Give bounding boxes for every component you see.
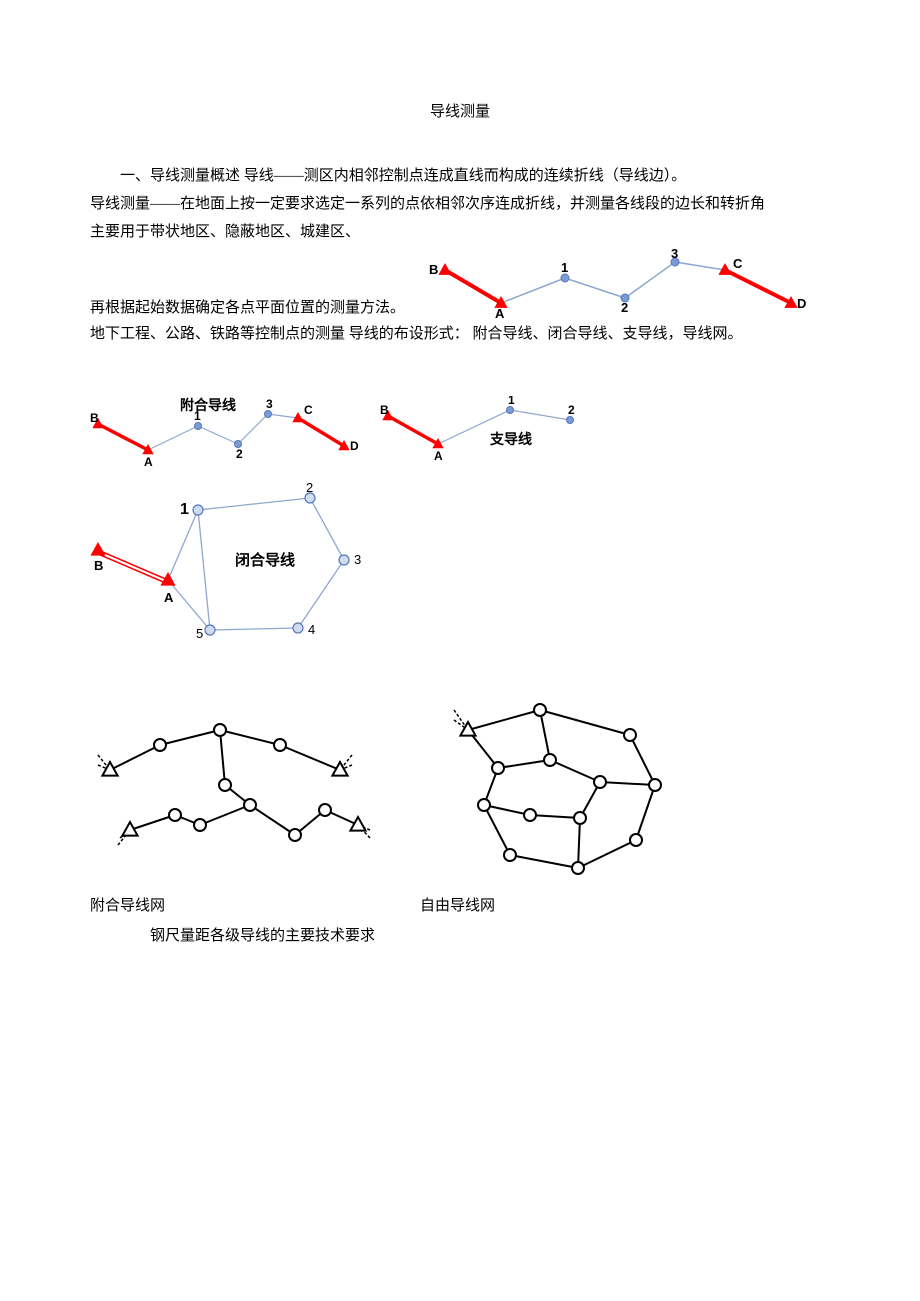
svg-text:3: 3: [266, 397, 273, 411]
diagram-1-container: B A 1 2 3 C D: [415, 248, 815, 320]
diagram-1: B A 1 2 3 C D: [415, 248, 815, 320]
svg-text:A: A: [495, 306, 505, 320]
svg-text:B: B: [90, 411, 99, 425]
diagram-2-row: BA123CD附合导线BA12支导线: [90, 396, 650, 476]
svg-text:C: C: [733, 256, 743, 271]
svg-text:C: C: [304, 403, 313, 417]
svg-text:B: B: [94, 558, 103, 573]
svg-text:3: 3: [354, 552, 361, 567]
diagram-5-free-net: [450, 690, 680, 890]
svg-text:支导线: 支导线: [489, 431, 532, 447]
svg-text:5: 5: [196, 626, 203, 641]
diagram-4-attached-net: [90, 690, 390, 870]
paragraph-5: 地下工程、公路、铁路等控制点的测量 导线的布设形式： 附合导线、闭合导线、支导线…: [90, 322, 830, 346]
svg-text:4: 4: [308, 622, 315, 637]
svg-text:D: D: [797, 296, 806, 311]
paragraph-4: 再根据起始数据确定各点平面位置的测量方法。: [90, 296, 405, 320]
caption-row: 附合导线网 自由导线网: [90, 894, 830, 918]
svg-text:附合导线: 附合导线: [180, 397, 236, 413]
svg-text:1: 1: [180, 501, 189, 518]
svg-text:1: 1: [561, 260, 568, 275]
inline-row: 再根据起始数据确定各点平面位置的测量方法。 B A 1 2 3 C D: [90, 248, 830, 320]
paragraph-3: 主要用于带状地区、隐蔽地区、城建区、: [90, 220, 830, 244]
svg-text:1: 1: [508, 396, 515, 407]
paragraph-1: 一、导线测量概述 导线——测区内相邻控制点连成直线而构成的连续折线（导线边）。: [90, 164, 830, 188]
svg-text:A: A: [164, 590, 174, 605]
diagram-3-closed: A B 1 2 3 4 5 闭合导线: [90, 480, 390, 660]
document-title: 导线测量: [90, 100, 830, 124]
svg-text:A: A: [434, 449, 443, 463]
middle-diagrams: B A 1 2 3 C D 附合导线 B A 1 2 支导线 A B 1 2 3 4 5 闭合导线: [90, 396, 830, 660]
svg-text:A: A: [144, 455, 153, 469]
svg-text:2: 2: [568, 403, 575, 417]
svg-text:B: B: [429, 262, 438, 277]
svg-text:闭合导线: 闭合导线: [235, 551, 295, 569]
paragraph-2: 导线测量——在地面上按一定要求选定一系列的点依相邻次序连成折线，并测量各线段的边…: [90, 192, 830, 216]
svg-text:2: 2: [621, 300, 628, 315]
svg-text:2: 2: [236, 447, 243, 461]
svg-text:3: 3: [671, 248, 678, 261]
caption-right: 自由导线网: [420, 894, 495, 918]
bottom-diagrams: [90, 690, 830, 890]
caption-left: 附合导线网: [90, 894, 420, 918]
svg-text:2: 2: [306, 480, 313, 495]
svg-text:D: D: [350, 439, 359, 453]
tech-note: 钢尺量距各级导线的主要技术要求: [150, 924, 830, 948]
svg-text:B: B: [380, 403, 389, 417]
